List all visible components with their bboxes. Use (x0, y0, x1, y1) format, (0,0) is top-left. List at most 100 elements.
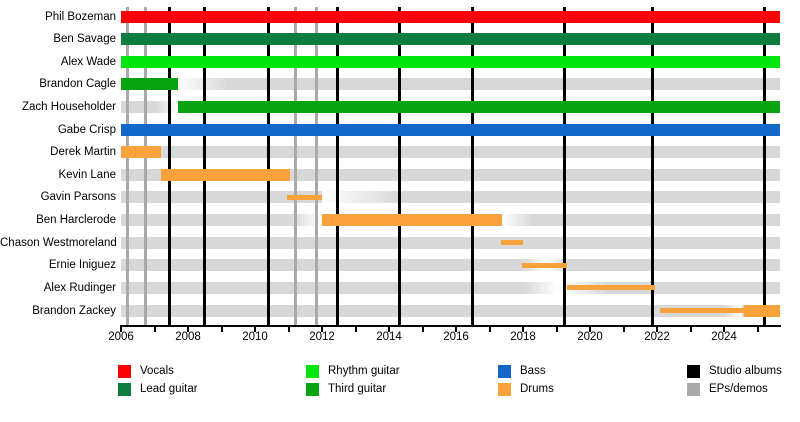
timeline-track-gavin-parsons (322, 191, 403, 204)
x-axis-tick-2009 (220, 326, 223, 332)
ep-demo-line (126, 7, 130, 326)
x-axis-tick-2022 (656, 326, 659, 332)
tenure-bar-brandon-cagle (121, 78, 178, 91)
tenure-bar-ernie-iniguez (522, 262, 567, 268)
x-axis-label-2010: 2010 (242, 331, 268, 343)
tenure-bar-brandon-zackey (744, 304, 780, 317)
x-axis-label-2022: 2022 (644, 331, 670, 343)
timeline-track-alex-rudinger (523, 281, 557, 294)
x-axis-tick-2010 (254, 326, 256, 332)
studio-album-line (650, 7, 654, 326)
legend-label-vocals: Vocals (140, 365, 174, 377)
member-label-gabe-crisp: Gabe Crisp (57, 123, 116, 136)
legend-swatch-studio-albums (687, 365, 700, 378)
member-label-alex-rudinger: Alex Rudinger (43, 281, 116, 294)
legend-swatch-rhythm-guitar (306, 365, 319, 378)
x-axis-tick-2025 (756, 326, 759, 332)
tenure-bar-phil-bozeman (121, 10, 780, 23)
member-label-derek-martin: Derek Martin (50, 146, 116, 159)
legend-swatch-eps-demos (687, 383, 700, 396)
tenure-bar-chason-westmoreland (500, 240, 524, 246)
legend-label-third-guitar: Third guitar (328, 383, 387, 395)
member-label-ernie-iniguez: Ernie Iniguez (48, 259, 116, 272)
x-axis-tick-2013 (354, 326, 357, 332)
x-axis-label-2018: 2018 (510, 331, 536, 343)
legend-label-studio-albums: Studio albums (709, 365, 782, 377)
studio-album-line (203, 7, 207, 326)
member-label-chason-westmoreland: Chason Westmoreland (0, 236, 117, 249)
timeline-track-ben-harclerode (501, 214, 534, 227)
legend-swatch-drums (498, 383, 511, 396)
x-axis-label-2024: 2024 (711, 331, 737, 343)
legend-swatch-vocals (118, 365, 131, 378)
studio-album-line (266, 7, 270, 326)
ep-demo-line (143, 7, 147, 326)
x-axis-label-2008: 2008 (175, 331, 201, 343)
timeline-track-gavin-parsons (402, 191, 780, 204)
x-axis-label-2016: 2016 (443, 331, 469, 343)
timeline-track-brandon-zackey (121, 304, 725, 317)
x-axis-tick-2017 (488, 326, 491, 332)
tenure-bar-alex-rudinger (566, 285, 656, 291)
member-label-ben-savage: Ben Savage (53, 33, 116, 46)
x-axis-label-2006: 2006 (108, 331, 134, 343)
legend-label-eps-demos: EPs/demos (709, 383, 768, 395)
timeline-track-ernie-iniguez (569, 259, 780, 272)
member-label-phil-bozeman: Phil Bozeman (45, 10, 116, 23)
tenure-bar-ben-harclerode (322, 214, 502, 227)
timeline-track-alex-rudinger (121, 281, 524, 294)
tenure-bar-brandon-zackey (660, 308, 745, 314)
tenure-bar-gavin-parsons (287, 194, 322, 200)
x-axis-tick-2015 (421, 326, 424, 332)
studio-album-line (471, 7, 475, 326)
x-axis-baseline (120, 325, 781, 327)
studio-album-line (168, 7, 172, 326)
x-axis-tick-2012 (321, 326, 324, 332)
x-axis-tick-2011 (287, 326, 290, 332)
x-axis-tick-2007 (153, 326, 156, 332)
legend-label-rhythm-guitar: Rhythm guitar (328, 365, 400, 377)
ep-demo-line (315, 7, 319, 326)
x-axis-tick-2006 (120, 326, 122, 332)
studio-album-line (397, 7, 401, 326)
timeline-track-brandon-cagle (228, 78, 780, 91)
timeline-track-ben-harclerode (290, 214, 322, 227)
member-label-kevin-lane: Kevin Lane (58, 168, 116, 181)
timeline-track-zach-householder (154, 100, 178, 113)
member-label-ben-harclerode: Ben Harclerode (36, 214, 116, 227)
tenure-bar-ben-savage (121, 33, 780, 46)
x-axis-tick-2016 (455, 326, 458, 332)
studio-album-line (335, 7, 339, 326)
x-axis-tick-2020 (589, 326, 592, 332)
studio-album-line (762, 7, 766, 326)
studio-album-line (563, 7, 567, 326)
x-axis-tick-2019 (555, 326, 558, 332)
plot-area (121, 7, 780, 326)
timeline-track-ben-harclerode (533, 214, 780, 227)
x-axis-tick-2014 (388, 326, 391, 332)
tenure-bar-alex-wade (121, 55, 780, 68)
member-label-brandon-cagle: Brandon Cagle (39, 78, 116, 91)
member-label-zach-householder: Zach Householder (22, 100, 116, 113)
tenure-bar-gabe-crisp (121, 123, 780, 136)
tenure-bar-derek-martin (121, 146, 162, 159)
legend-label-bass: Bass (520, 365, 546, 377)
tenure-bar-kevin-lane (161, 168, 291, 181)
ep-demo-line (293, 7, 297, 326)
member-label-brandon-zackey: Brandon Zackey (32, 304, 116, 317)
x-axis-label-2020: 2020 (577, 331, 603, 343)
member-label-alex-wade: Alex Wade (60, 55, 116, 68)
tenure-bar-zach-householder (177, 100, 780, 113)
legend-swatch-bass (498, 365, 511, 378)
legend-swatch-lead-guitar (118, 383, 131, 396)
timeline-track-derek-martin (121, 146, 780, 159)
x-axis-label-2012: 2012 (309, 331, 335, 343)
timeline-track-chason-westmoreland (121, 236, 780, 249)
timeline-track-brandon-cagle (177, 78, 229, 91)
legend-swatch-third-guitar (306, 383, 319, 396)
x-axis-label-2014: 2014 (376, 331, 402, 343)
legend-label-drums: Drums (520, 383, 554, 395)
member-label-gavin-parsons: Gavin Parsons (40, 191, 116, 204)
x-axis-tick-2021 (622, 326, 625, 332)
